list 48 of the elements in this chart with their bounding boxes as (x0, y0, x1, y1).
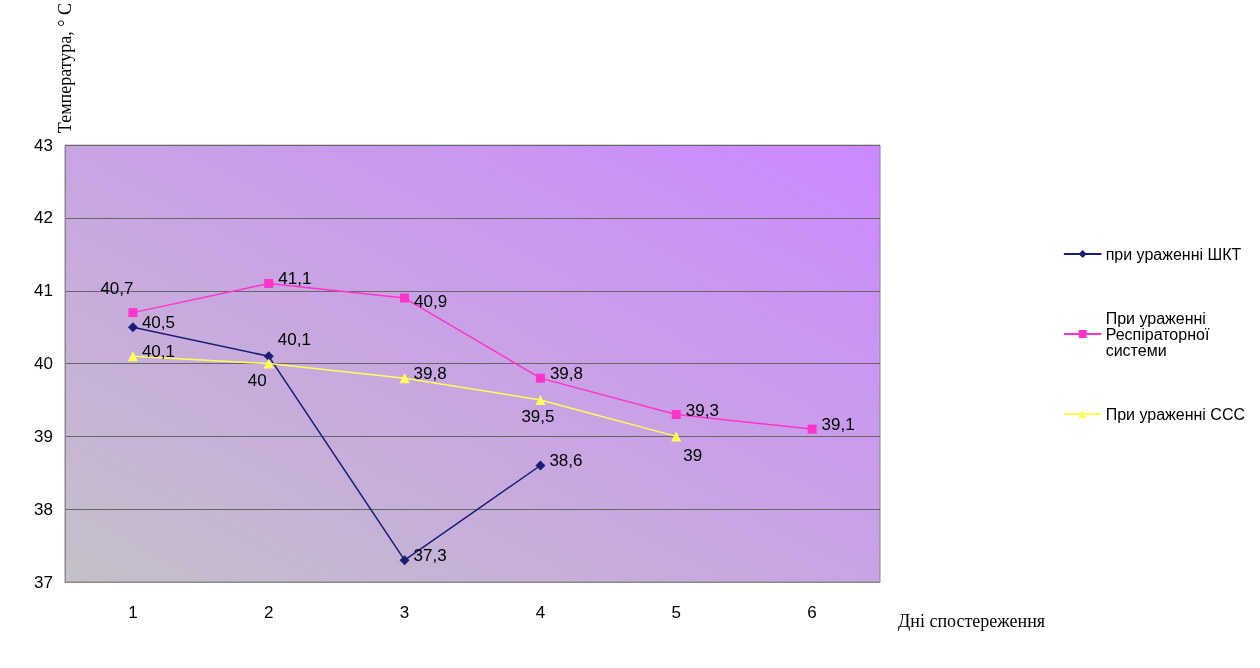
x-tick-label: 3 (399, 603, 410, 622)
x-tick-label: 6 (807, 603, 817, 622)
point (264, 278, 274, 288)
point (263, 351, 274, 362)
data-label: 41,1 (278, 269, 312, 289)
y-tick-label: 40 (34, 354, 53, 374)
data-label: 39,1 (821, 415, 855, 435)
point (535, 373, 545, 383)
legend-label: При ураженні ССС (1105, 405, 1246, 423)
legend-label: При ураженні Респіраторної системи (1105, 309, 1214, 359)
point (399, 373, 410, 384)
y-tick-label: 37 (34, 572, 53, 592)
data-label: 39,3 (685, 400, 719, 420)
x-tick-label: 2 (264, 603, 274, 622)
data-label: 40,5 (141, 312, 176, 332)
data-label: 39,5 (521, 407, 555, 427)
point (671, 410, 681, 420)
x-tick-label: 4 (535, 603, 546, 622)
y-tick-label: 42 (34, 208, 53, 228)
point (399, 555, 410, 566)
y-tick-label: 38 (34, 499, 53, 519)
data-label: 40 (247, 371, 267, 391)
point (807, 424, 817, 434)
point (128, 308, 138, 318)
point (400, 293, 410, 303)
point (535, 394, 546, 405)
y-axis-title: Температура, ° C (55, 2, 75, 134)
data-label: 38,6 (549, 451, 583, 471)
point (671, 431, 682, 442)
data-label: 37,3 (413, 545, 447, 565)
data-label: 40,9 (414, 292, 448, 312)
data-label: 39,8 (549, 364, 584, 384)
data-label: 40,1 (277, 329, 311, 349)
point (535, 460, 546, 471)
x-tick-label: 1 (128, 603, 138, 622)
point (127, 351, 138, 362)
point (127, 322, 138, 333)
x-tick-label: 5 (671, 603, 681, 622)
y-tick-label: 39 (34, 426, 53, 446)
data-label: 39 (683, 445, 703, 465)
data-label: 39,8 (413, 363, 447, 383)
point (263, 358, 274, 369)
legend-label: при ураженні ШКТ (1105, 245, 1242, 263)
data-label: 40,1 (141, 341, 176, 361)
x-axis-title: Дні спостереження (898, 611, 1046, 631)
y-tick-label: 43 (34, 135, 53, 155)
y-tick-label: 41 (34, 281, 53, 301)
data-label: 40,7 (100, 278, 134, 298)
